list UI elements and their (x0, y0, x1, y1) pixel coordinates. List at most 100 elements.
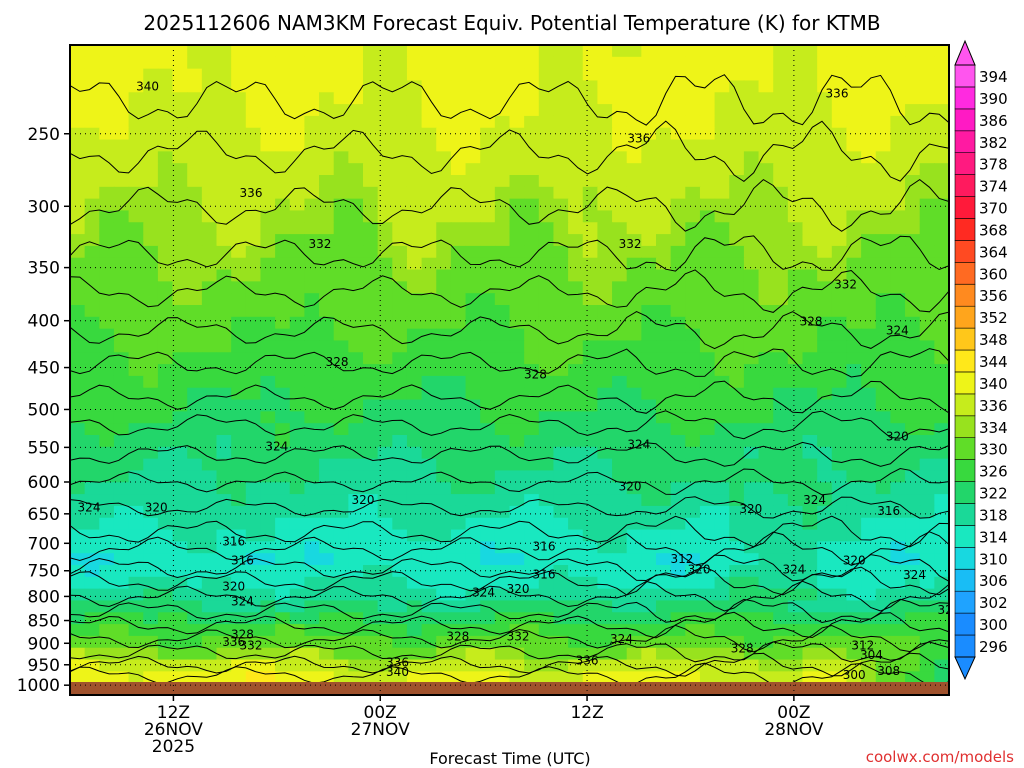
theta-e-cell (450, 328, 467, 342)
theta-e-cell (568, 328, 584, 342)
theta-e-cell (187, 541, 203, 554)
theta-e-cell (685, 269, 701, 282)
theta-e-cell (450, 624, 467, 637)
theta-e-cell (626, 245, 642, 259)
contour-label: 336 (576, 654, 599, 668)
theta-e-cell (934, 139, 949, 152)
theta-e-cell (494, 293, 511, 306)
theta-e-cell (465, 175, 481, 188)
theta-e-cell (84, 316, 100, 330)
theta-e-cell (201, 151, 218, 164)
theta-e-cell (890, 364, 906, 377)
theta-e-cell (582, 375, 598, 389)
theta-e-cell (626, 517, 642, 531)
theta-e-cell (465, 56, 481, 70)
theta-e-cell (143, 151, 159, 164)
theta-e-cell (113, 494, 130, 507)
theta-e-cell (333, 494, 349, 507)
theta-e-cell (84, 293, 100, 306)
theta-e-cell (831, 281, 848, 294)
theta-e-cell (582, 364, 598, 377)
theta-e-cell (84, 399, 100, 412)
theta-e-cell (465, 553, 481, 566)
theta-e-cell (450, 494, 467, 507)
theta-e-cell (656, 175, 672, 188)
theta-e-cell (348, 257, 364, 271)
theta-e-cell (846, 553, 862, 566)
theta-e-cell (905, 612, 921, 625)
theta-e-cell (231, 186, 247, 200)
theta-e-cell (582, 411, 598, 424)
theta-e-cell (524, 647, 540, 661)
theta-e-cell (612, 328, 628, 342)
theta-e-cell (377, 305, 393, 318)
theta-e-cell (817, 92, 833, 105)
theta-e-cell (465, 151, 481, 164)
theta-e-cell (685, 505, 701, 519)
theta-e-cell (699, 553, 716, 566)
theta-e-cell (465, 222, 481, 235)
theta-e-cell (875, 92, 891, 105)
theta-e-cell (465, 671, 481, 684)
theta-e-cell (187, 635, 203, 649)
theta-e-cell (245, 517, 262, 531)
theta-e-cell (201, 565, 218, 578)
theta-e-cell (275, 340, 291, 353)
theta-e-cell (157, 340, 174, 353)
theta-e-cell (143, 222, 159, 235)
theta-e-cell (597, 553, 613, 566)
theta-e-cell (245, 163, 262, 176)
theta-e-cell (685, 104, 701, 117)
theta-e-cell (319, 458, 335, 472)
theta-e-cell (231, 399, 247, 412)
theta-e-cell (699, 175, 716, 188)
theta-e-cell (875, 364, 891, 377)
theta-e-cell (406, 45, 423, 58)
theta-e-cell (392, 529, 408, 542)
theta-e-cell (934, 245, 949, 259)
theta-e-cell (113, 553, 130, 566)
theta-e-cell (817, 340, 833, 353)
theta-e-cell (699, 482, 716, 495)
theta-e-cell (919, 624, 935, 637)
theta-e-cell (905, 68, 921, 82)
theta-e-cell (568, 269, 584, 282)
theta-e-cell (406, 411, 423, 424)
theta-e-cell (392, 671, 408, 684)
theta-e-cell (861, 494, 877, 507)
theta-e-cell (875, 281, 891, 294)
colorbar-label: 314 (979, 528, 1008, 546)
theta-e-cell (875, 482, 891, 495)
theta-e-cell (436, 175, 452, 188)
theta-e-cell (685, 281, 701, 294)
theta-e-cell (641, 576, 657, 590)
theta-e-cell (480, 175, 496, 188)
theta-e-cell (421, 127, 437, 141)
theta-e-cell (128, 257, 144, 271)
theta-e-cell (934, 375, 949, 389)
theta-e-cell (524, 210, 540, 223)
theta-e-cell (494, 68, 511, 82)
theta-e-cell (641, 482, 657, 495)
theta-e-cell (392, 505, 408, 519)
theta-e-cell (143, 364, 159, 377)
theta-e-cell (187, 163, 203, 176)
theta-e-cell (905, 600, 921, 613)
credit-link[interactable]: coolwx.com/models (866, 748, 1014, 766)
theta-e-cell (465, 269, 481, 282)
theta-e-cell (919, 163, 935, 176)
theta-e-cell (201, 234, 218, 247)
contour-line (70, 531, 949, 566)
theta-e-cell (685, 624, 701, 637)
theta-e-cell (934, 127, 949, 141)
grid-lines (70, 45, 949, 695)
theta-e-cell (187, 316, 203, 330)
theta-e-cell (480, 151, 496, 164)
theta-e-cell (831, 423, 848, 436)
theta-e-cell (465, 541, 481, 554)
theta-e-cell (641, 68, 657, 82)
theta-e-cell (743, 328, 760, 342)
theta-e-cell (773, 80, 789, 93)
theta-e-cell (392, 269, 408, 282)
y-tick-label: 450 (28, 359, 60, 379)
